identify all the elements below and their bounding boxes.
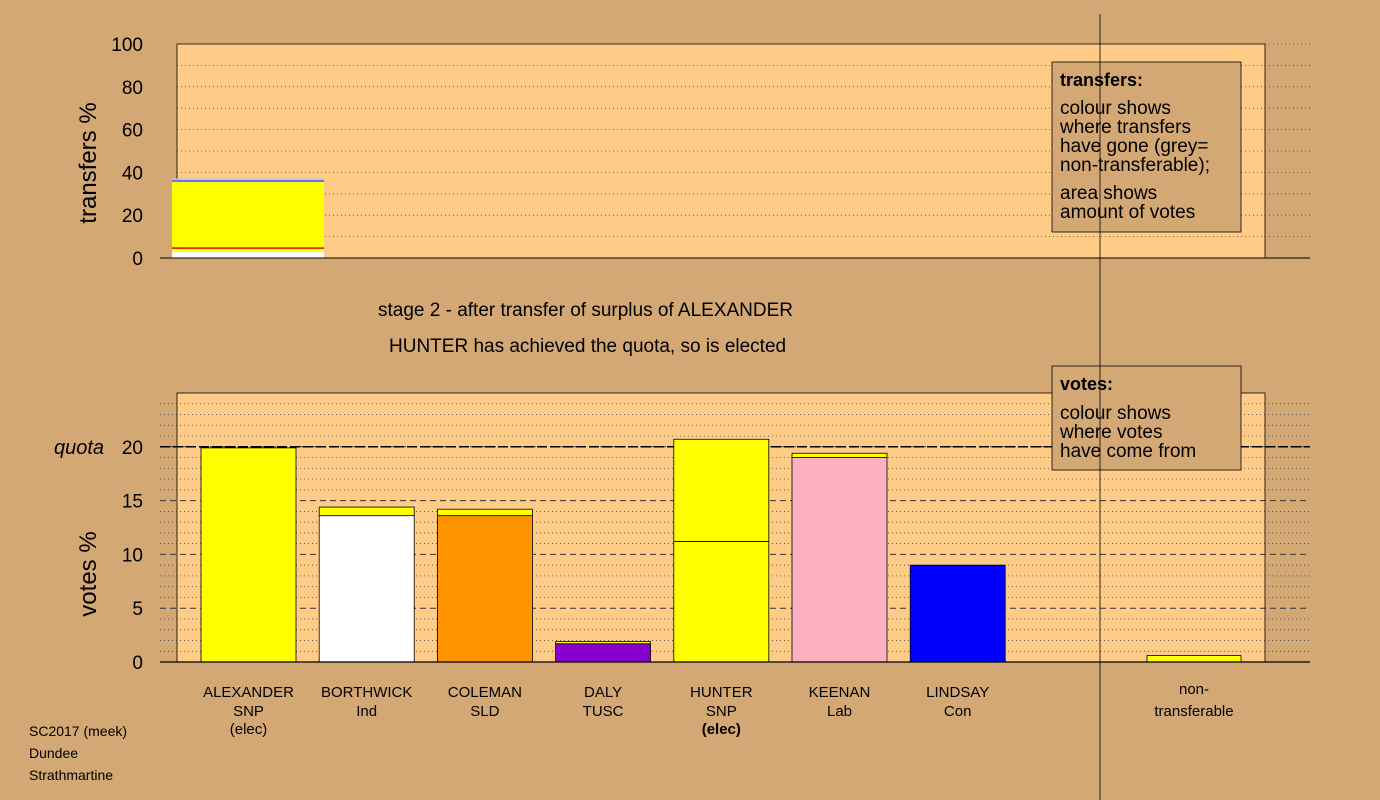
candidate-name-label: DALY [584,684,622,701]
votes-bar-segment [791,457,888,663]
votes-tick-label: 5 [132,599,143,620]
transfers-legend-box [1051,61,1242,233]
candidate-party-label: SNP [233,703,264,720]
candidate-party-label: Lab [827,703,852,720]
candidate-party-label: Ind [356,703,377,720]
transfers-legend-line: colour shows [1060,98,1171,119]
votes-bar-segment [673,438,770,542]
transfers-bar-segment-1 [172,248,324,252]
votes-bar-segment [436,515,533,663]
transfers-legend-line: where transfers [1059,117,1191,138]
votes-legend-line: have come from [1060,441,1196,462]
candidate-name-label: LINDSAY [926,684,989,701]
votes-bar-segment [673,541,770,663]
votes-y-axis-label: votes % [75,531,102,616]
transfers-tick-label: 20 [122,206,143,227]
votes-bar-segment [555,641,651,645]
transfers-legend-line: area shows [1060,183,1157,204]
footer-line-1: SC2017 (meek) [29,723,128,739]
candidate-elected-label: (elec) [702,721,741,738]
votes-legend-box [1051,365,1242,471]
candidate-party-label: SNP [706,703,737,720]
votes-bar-segment [318,506,415,517]
transfers-tick-label: 0 [132,249,143,270]
transfers-tick-label: 80 [122,78,143,99]
votes-bar-segment [318,515,415,663]
transfers-bar-segment-2 [172,247,324,249]
elected-text: HUNTER has achieved the quota, so is ele… [389,336,787,357]
votes-legend-line: colour shows [1060,403,1171,424]
votes-legend-line: where votes [1059,422,1162,443]
transfers-legend-line: non-transferable); [1060,155,1210,176]
votes-legend-title: votes: [1060,374,1113,394]
transfers-legend-line: have gone (grey= [1060,136,1208,157]
votes-bar-segment [436,508,533,517]
candidate-name-label: BORTHWICK [321,684,412,701]
transfers-tick-label: 60 [122,121,143,142]
footer-line-2: Dundee [29,745,79,761]
transfers-tick-label: 40 [122,163,143,184]
votes-tick-label: 20 [122,438,143,459]
candidate-name-label: COLEMAN [448,684,522,701]
transfers-legend-line: amount of votes [1060,202,1195,223]
candidate-name-label: ALEXANDER [203,684,294,701]
candidate-name-label: KEENAN [809,684,871,701]
candidate-name-label: HUNTER [690,684,753,701]
stage-text: stage 2 - after transfer of surplus of A… [378,300,794,321]
footer: SC2017 (meek) Dundee Strathmartine [29,720,127,786]
nontransferable-bar-segment [1146,655,1242,663]
transfers-tick-label: 100 [111,35,143,56]
votes-bar-segment [791,452,888,458]
votes-bar-segment [200,447,297,663]
nontransferable-label-1: non- [1179,681,1209,698]
candidate-party-label: SLD [470,703,499,720]
transfers-bar-segment-0 [172,251,324,258]
votes-tick-label: 15 [122,492,143,513]
candidate-elected-label: (elec) [230,721,268,738]
footer-line-3: Strathmartine [29,767,114,783]
votes-tick-label: 0 [132,653,143,674]
transfers-legend-title: transfers: [1060,70,1143,90]
transfers-bar-segment-4 [172,179,324,183]
transfers-bar-segment-5 [172,178,324,180]
votes-bar-segment [909,564,1006,663]
candidate-party-label: TUSC [583,703,624,720]
candidate-party-label: Con [944,703,972,720]
transfers-y-axis-label: transfers % [75,102,102,223]
nontransferable-label-2: transferable [1154,703,1233,720]
transfers-bar-segment-3 [172,182,324,248]
votes-bar-segment [555,643,651,663]
votes-tick-label: 10 [122,545,143,566]
quota-label: quota [54,437,104,459]
